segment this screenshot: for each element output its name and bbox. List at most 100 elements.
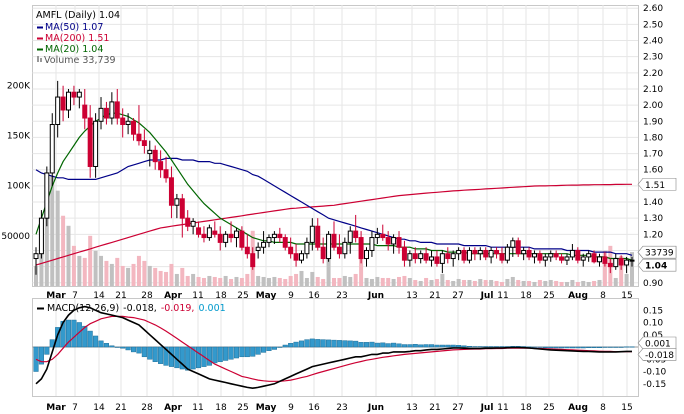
candle-body [239,230,245,248]
macd-histogram-bar [531,346,538,348]
candle-body [190,220,196,227]
candle-body [255,246,261,251]
candle-body [401,246,407,261]
volume-bar [82,257,87,286]
volume-bar [554,280,559,286]
macd-histogram-bar [358,342,364,348]
volume-bar [120,265,125,286]
candle-body [385,237,391,245]
volume-bar [229,278,234,286]
macd-histogram-bar [309,338,315,348]
volume-bar [93,250,98,286]
macd-tick-label: 0.10 [643,319,663,329]
candle-body [196,227,202,235]
macd-histogram-bar [271,346,277,350]
macd-histogram-bar [596,346,603,348]
macd-histogram-bar [141,346,147,358]
date-tick-label: 21 [115,403,126,413]
candle-body [158,161,164,171]
candle-body [201,233,207,239]
date-tick-label: 18 [215,403,227,413]
candle-body [526,249,532,258]
flag-volume-shape [637,245,677,259]
volume-bar [592,280,597,286]
date-tick-label: 8 [600,403,606,413]
candle-body [147,149,153,155]
flag-hist: 0.001 [637,336,677,350]
volume-bar [266,277,271,286]
candle-body [629,259,635,262]
macd-histogram-bar [624,346,630,348]
volume-bar [61,215,66,286]
volume-bar [294,273,299,286]
date-tick-label: 14 [93,403,105,413]
volume-bar [467,279,472,286]
candle-body [564,256,570,261]
macd-histogram-bar [228,346,234,360]
macd-histogram-bar [298,340,305,348]
macd-histogram-bar [304,339,310,348]
macd-histogram-bar [255,346,261,355]
candle-body [624,259,630,266]
candle-body [504,246,510,261]
candle-body [136,133,142,142]
macd-histogram-bar [93,335,99,348]
price-tick-label: 2.50 [643,20,663,30]
volume-bar [196,276,201,286]
candle-body [44,172,50,219]
date-tick-label: Aug [568,291,588,301]
date-tick-label: 25 [237,291,248,301]
date-tick-label: 23 [336,403,347,413]
macd-histogram-bar [206,346,212,366]
price-tick-label: 1.70 [643,150,663,160]
volume-bar [109,263,114,286]
macd-histogram-bar [266,346,272,351]
volume-bar [299,270,304,286]
volume-bar [397,276,402,286]
candle-body [206,227,212,239]
volume-bar [472,280,477,286]
macd-histogram-bar [401,344,407,348]
volume-bar [575,281,580,286]
date-tick-label: 27 [452,403,463,413]
candle-body [60,96,66,111]
candle-body [391,237,397,245]
macd-histogram-bar [553,346,559,349]
candle-body [607,262,613,268]
macd-histogram-bar [559,346,565,349]
candle-body [33,253,39,260]
flag-ma200-label: 1.51 [645,181,665,191]
volume-bar [532,281,537,286]
candle-body [575,249,581,261]
date-tick-label: 13 [406,403,417,413]
candle-body [109,101,115,119]
volume-bar [418,280,423,286]
macd-histogram-bar [591,346,597,348]
candle-body [261,241,267,248]
volume-bar [348,276,353,286]
macd-histogram-bar [407,344,413,348]
volume-bar [364,277,369,286]
candle-body [412,253,418,260]
volume-bar [342,275,347,286]
volume-bar [407,277,412,286]
candle-body [531,253,537,258]
price-tick-label: 2.30 [643,53,663,63]
volume-bar [462,279,467,286]
candle-body [499,253,505,261]
volume-bar [99,255,104,286]
date-tick-label: 18 [520,403,532,413]
flag-ma200: 1.51 [637,177,677,191]
macd-histogram-bar [353,340,359,348]
candle-body [591,253,597,263]
candle-body [586,253,592,258]
macd-histogram-bar [629,346,635,348]
legend-symbol: AMFL (Daily) 1.04 [36,10,120,21]
macd-histogram-bar [87,330,93,348]
volume-bar [445,279,450,286]
macd-histogram-bar [244,346,250,358]
volume-bar [164,271,169,286]
legend-macd-name: MACD(12,26,9) [47,303,119,314]
date-tick-label: May [256,403,277,413]
